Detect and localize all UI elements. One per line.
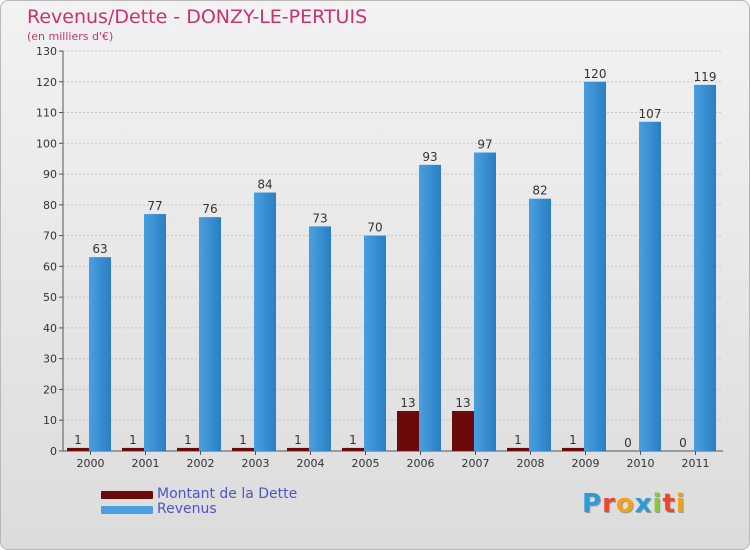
legend-item-revenus: Revenus bbox=[101, 502, 297, 517]
logo-letter: P bbox=[582, 489, 603, 519]
logo-letter: o bbox=[615, 489, 635, 519]
legend-swatch-dette bbox=[101, 490, 153, 499]
data-label-dette: 1 bbox=[184, 433, 192, 447]
bar-revenus bbox=[584, 81, 606, 452]
bar-dette bbox=[177, 447, 199, 451]
data-label-dette: 13 bbox=[455, 396, 470, 410]
data-label-revenus: 70 bbox=[367, 221, 382, 235]
x-tick-label: 2008 bbox=[517, 457, 545, 470]
y-tick-label: 70 bbox=[43, 230, 57, 243]
x-tick-label: 2003 bbox=[242, 457, 270, 470]
bar-revenus bbox=[529, 198, 551, 451]
data-label-revenus: 84 bbox=[257, 178, 272, 192]
data-label-revenus: 82 bbox=[532, 184, 547, 198]
data-label-dette: 1 bbox=[239, 433, 247, 447]
logo-letter: x bbox=[634, 489, 653, 519]
legend-label-revenus: Revenus bbox=[157, 501, 217, 517]
y-tick-label: 120 bbox=[36, 76, 57, 89]
data-label-dette: 13 bbox=[400, 396, 415, 410]
bar-revenus bbox=[419, 164, 441, 451]
bar-revenus bbox=[474, 152, 496, 452]
y-tick-label: 100 bbox=[36, 137, 57, 150]
bar-dette bbox=[397, 411, 419, 451]
data-label-revenus: 77 bbox=[147, 199, 162, 213]
data-label-dette: 1 bbox=[294, 433, 302, 447]
y-tick-label: 20 bbox=[43, 383, 57, 396]
y-tick-label: 110 bbox=[36, 107, 57, 120]
bar-revenus bbox=[639, 121, 661, 452]
x-tick-label: 2011 bbox=[682, 457, 710, 470]
data-label-revenus: 93 bbox=[422, 150, 437, 164]
y-tick-label: 50 bbox=[43, 291, 57, 304]
logo-letter: t bbox=[662, 489, 676, 519]
y-tick-label: 30 bbox=[43, 353, 57, 366]
y-tick-label: 0 bbox=[50, 445, 57, 458]
chart-legend: Montant de la Dette Revenus bbox=[101, 487, 297, 517]
y-tick-label: 60 bbox=[43, 260, 57, 273]
x-tick-label: 2006 bbox=[407, 457, 435, 470]
proxiti-logo: Proxiti bbox=[582, 489, 686, 519]
data-label-revenus: 97 bbox=[477, 138, 492, 152]
data-label-revenus: 73 bbox=[312, 211, 327, 225]
y-tick-label: 90 bbox=[43, 168, 57, 181]
bar-revenus bbox=[199, 217, 221, 451]
data-label-dette: 1 bbox=[569, 433, 577, 447]
x-tick-label: 2005 bbox=[352, 457, 380, 470]
bar-dette bbox=[452, 411, 474, 451]
legend-item-dette: Montant de la Dette bbox=[101, 487, 297, 502]
bar-dette bbox=[287, 447, 309, 451]
x-tick-label: 2004 bbox=[297, 457, 325, 470]
data-label-revenus: 63 bbox=[92, 242, 107, 256]
chart-subtitle: (en milliers d'€) bbox=[27, 30, 114, 43]
y-tick-label: 80 bbox=[43, 199, 57, 212]
data-label-dette: 1 bbox=[129, 433, 137, 447]
legend-swatch-revenus bbox=[101, 505, 153, 514]
bar-dette bbox=[232, 447, 254, 451]
data-label-revenus: 119 bbox=[694, 70, 717, 84]
x-tick-label: 2001 bbox=[132, 457, 160, 470]
bar-revenus bbox=[144, 214, 166, 451]
bar-revenus bbox=[364, 235, 386, 451]
bar-dette bbox=[67, 447, 89, 451]
x-tick-label: 2002 bbox=[187, 457, 215, 470]
bar-dette bbox=[562, 447, 584, 451]
data-label-dette: 0 bbox=[624, 436, 632, 450]
x-tick-label: 2010 bbox=[627, 457, 655, 470]
logo-letter: i bbox=[675, 489, 686, 519]
y-tick-label: 40 bbox=[43, 322, 57, 335]
chart-title: Revenus/Dette - DONZY-LE-PERTUIS bbox=[27, 6, 368, 28]
bar-dette bbox=[342, 447, 364, 451]
y-tick-label: 130 bbox=[36, 45, 57, 58]
data-label-dette: 1 bbox=[349, 433, 357, 447]
y-tick-label: 10 bbox=[43, 414, 57, 427]
bar-dette bbox=[122, 447, 144, 451]
x-tick-label: 2009 bbox=[572, 457, 600, 470]
data-label-revenus: 76 bbox=[202, 202, 217, 216]
data-label-dette: 1 bbox=[74, 433, 82, 447]
bar-dette bbox=[507, 447, 529, 451]
data-label-dette: 0 bbox=[679, 436, 687, 450]
bar-revenus bbox=[89, 257, 111, 451]
data-label-revenus: 120 bbox=[584, 67, 607, 81]
logo-letter: i bbox=[652, 489, 663, 519]
data-label-dette: 1 bbox=[514, 433, 522, 447]
bar-revenus bbox=[694, 84, 716, 451]
legend-label-dette: Montant de la Dette bbox=[157, 486, 298, 502]
data-label-revenus: 107 bbox=[639, 107, 662, 121]
bar-revenus bbox=[309, 226, 331, 451]
bar-revenus bbox=[254, 192, 276, 452]
x-tick-label: 2007 bbox=[462, 457, 490, 470]
x-tick-label: 2000 bbox=[77, 457, 105, 470]
logo-letter: r bbox=[602, 489, 616, 519]
